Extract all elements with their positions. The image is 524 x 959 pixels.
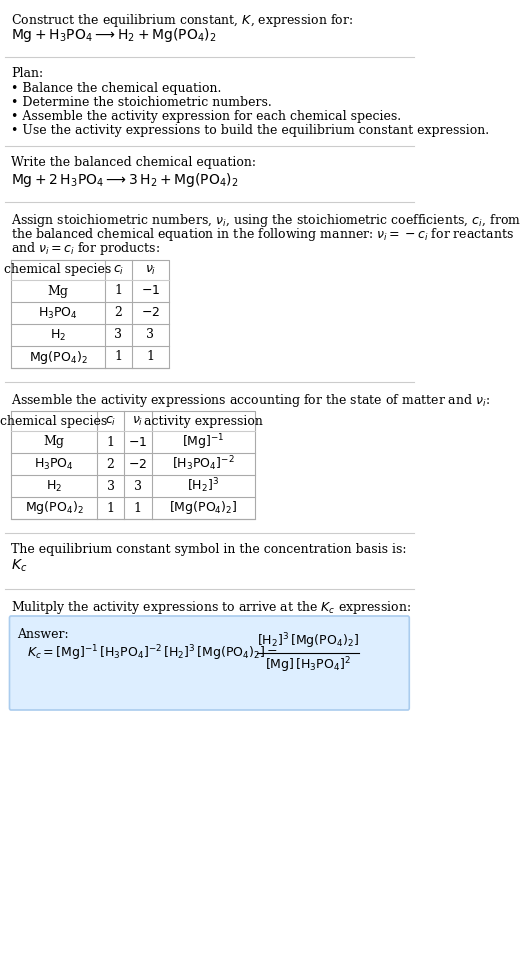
Text: 2: 2: [114, 307, 122, 319]
Text: $\mathrm{Mg + H_3PO_4 \longrightarrow H_2 + Mg(PO_4)_2}$: $\mathrm{Mg + H_3PO_4 \longrightarrow H_…: [11, 26, 216, 44]
Text: $K_c = [\mathrm{Mg}]^{-1}\,[\mathrm{H_3PO_4}]^{-2}\,[\mathrm{H_2}]^3\,[\mathrm{M: $K_c = [\mathrm{Mg}]^{-1}\,[\mathrm{H_3P…: [27, 643, 278, 663]
Text: The equilibrium constant symbol in the concentration basis is:: The equilibrium constant symbol in the c…: [11, 543, 407, 556]
Text: $[\mathrm{H_2}]^3\,[\mathrm{Mg(PO_4)_2}]$: $[\mathrm{H_2}]^3\,[\mathrm{Mg(PO_4)_2}]…: [257, 631, 359, 651]
Text: 1: 1: [114, 285, 123, 297]
Text: $\mathrm{H_2}$: $\mathrm{H_2}$: [50, 327, 66, 342]
Text: Write the balanced chemical equation:: Write the balanced chemical equation:: [11, 156, 256, 169]
Text: Mg: Mg: [47, 285, 69, 297]
Text: $\mathrm{H_3PO_4}$: $\mathrm{H_3PO_4}$: [34, 456, 74, 472]
Text: Assemble the activity expressions accounting for the state of matter and $\nu_i$: Assemble the activity expressions accoun…: [11, 392, 490, 409]
Text: 3: 3: [134, 480, 142, 493]
Text: $-1$: $-1$: [128, 435, 148, 449]
Text: and $\nu_i = c_i$ for products:: and $\nu_i = c_i$ for products:: [11, 240, 160, 257]
Text: Mulitply the activity expressions to arrive at the $K_c$ expression:: Mulitply the activity expressions to arr…: [11, 599, 411, 616]
Text: 1: 1: [106, 435, 115, 449]
FancyBboxPatch shape: [9, 616, 409, 710]
Text: $[\mathrm{Mg(PO_4)_2}]$: $[\mathrm{Mg(PO_4)_2}]$: [169, 500, 237, 517]
Text: $\mathrm{H_2}$: $\mathrm{H_2}$: [46, 479, 62, 494]
Text: $[\mathrm{Mg}]\,[\mathrm{H_3PO_4}]^2$: $[\mathrm{Mg}]\,[\mathrm{H_3PO_4}]^2$: [265, 655, 351, 675]
Text: • Assemble the activity expression for each chemical species.: • Assemble the activity expression for e…: [11, 110, 401, 123]
Text: $-2$: $-2$: [141, 307, 160, 319]
Text: Answer:: Answer:: [17, 628, 69, 641]
Text: $\mathrm{Mg + 2\, H_3PO_4 \longrightarrow 3\, H_2 + Mg(PO_4)_2}$: $\mathrm{Mg + 2\, H_3PO_4 \longrightarro…: [11, 171, 238, 189]
Text: $\mathrm{H_3PO_4}$: $\mathrm{H_3PO_4}$: [38, 306, 78, 320]
Text: $c_i$: $c_i$: [113, 264, 124, 276]
Text: $[\mathrm{Mg}]^{-1}$: $[\mathrm{Mg}]^{-1}$: [182, 433, 224, 452]
Text: $[\mathrm{H_2}]^3$: $[\mathrm{H_2}]^3$: [187, 477, 219, 496]
Text: Construct the equilibrium constant, $K$, expression for:: Construct the equilibrium constant, $K$,…: [11, 12, 353, 29]
Text: 3: 3: [146, 329, 155, 341]
Text: Assign stoichiometric numbers, $\nu_i$, using the stoichiometric coefficients, $: Assign stoichiometric numbers, $\nu_i$, …: [11, 212, 521, 229]
Text: $c_i$: $c_i$: [105, 414, 116, 428]
Text: chemical species: chemical species: [4, 264, 112, 276]
Text: $\nu_i$: $\nu_i$: [132, 414, 144, 428]
Text: 1: 1: [114, 350, 123, 363]
Text: 2: 2: [107, 457, 115, 471]
Text: activity expression: activity expression: [144, 414, 263, 428]
Text: 1: 1: [146, 350, 155, 363]
Text: Plan:: Plan:: [11, 67, 43, 80]
Text: $K_c$: $K_c$: [11, 558, 27, 574]
Text: $-2$: $-2$: [128, 457, 147, 471]
Text: $-1$: $-1$: [141, 285, 160, 297]
Text: the balanced chemical equation in the following manner: $\nu_i = -c_i$ for react: the balanced chemical equation in the fo…: [11, 226, 514, 243]
Text: $\mathrm{Mg(PO_4)_2}$: $\mathrm{Mg(PO_4)_2}$: [25, 500, 83, 517]
Text: 1: 1: [106, 502, 115, 514]
Text: 1: 1: [134, 502, 142, 514]
Text: • Balance the chemical equation.: • Balance the chemical equation.: [11, 82, 222, 95]
Text: $[\mathrm{H_3PO_4}]^{-2}$: $[\mathrm{H_3PO_4}]^{-2}$: [172, 455, 234, 474]
Text: • Determine the stoichiometric numbers.: • Determine the stoichiometric numbers.: [11, 96, 272, 109]
Text: Mg: Mg: [43, 435, 64, 449]
Text: chemical species: chemical species: [1, 414, 107, 428]
Text: $\nu_i$: $\nu_i$: [145, 264, 156, 276]
Text: $\mathrm{Mg(PO_4)_2}$: $\mathrm{Mg(PO_4)_2}$: [29, 348, 87, 365]
Text: 3: 3: [114, 329, 123, 341]
Text: • Use the activity expressions to build the equilibrium constant expression.: • Use the activity expressions to build …: [11, 124, 489, 137]
Text: 3: 3: [106, 480, 115, 493]
